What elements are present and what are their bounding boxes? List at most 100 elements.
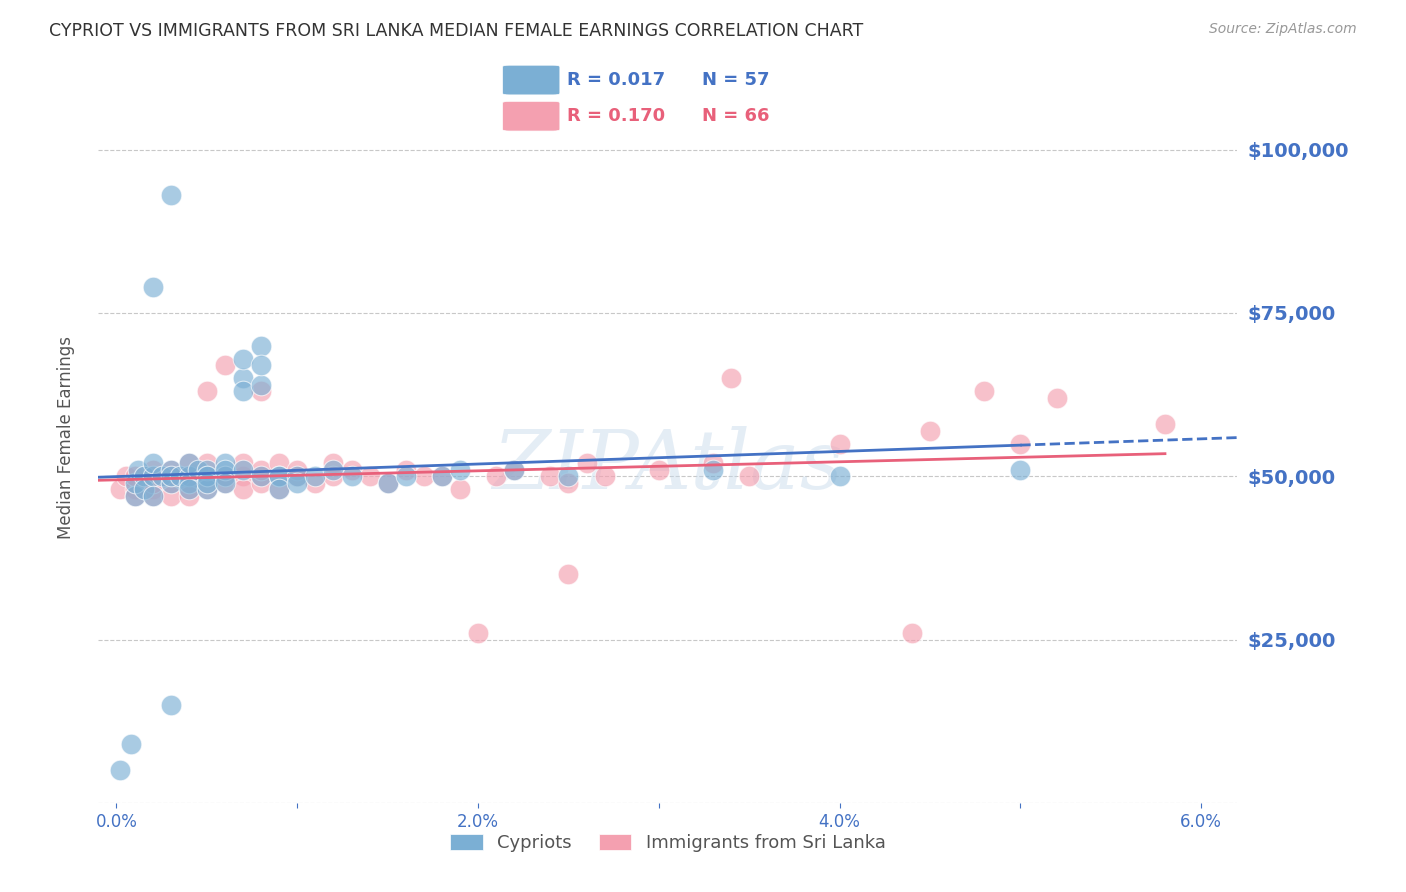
Point	[430, 469, 453, 483]
Point	[901, 626, 924, 640]
Point	[377, 475, 399, 490]
Point	[108, 483, 131, 497]
Point	[359, 469, 381, 483]
Point	[575, 456, 598, 470]
Point	[250, 338, 273, 352]
Point	[214, 469, 236, 483]
Point	[250, 377, 273, 392]
Point	[322, 463, 344, 477]
Point	[169, 469, 191, 483]
Point	[340, 463, 363, 477]
Point	[557, 567, 579, 582]
Point	[159, 469, 181, 483]
Point	[285, 463, 308, 477]
Point	[195, 384, 218, 399]
Point	[142, 475, 165, 490]
Point	[503, 463, 526, 477]
Point	[269, 456, 291, 470]
Point	[159, 698, 181, 712]
Point	[142, 280, 165, 294]
Y-axis label: Median Female Earnings: Median Female Earnings	[56, 335, 75, 539]
Point	[177, 475, 200, 490]
Point	[340, 469, 363, 483]
Point	[593, 469, 616, 483]
Point	[187, 463, 209, 477]
Legend: Cypriots, Immigrants from Sri Lanka: Cypriots, Immigrants from Sri Lanka	[443, 827, 893, 860]
Point	[395, 463, 418, 477]
Text: N = 57: N = 57	[702, 71, 769, 89]
Point	[377, 475, 399, 490]
Point	[177, 483, 200, 497]
Point	[177, 456, 200, 470]
Point	[159, 489, 181, 503]
Point	[269, 469, 291, 483]
Point	[250, 384, 273, 399]
Point	[269, 483, 291, 497]
Point	[973, 384, 995, 399]
Point	[449, 483, 471, 497]
Point	[285, 469, 308, 483]
Point	[159, 188, 181, 202]
Point	[132, 469, 155, 483]
Point	[648, 463, 671, 477]
Point	[195, 483, 218, 497]
Point	[142, 469, 165, 483]
Point	[738, 469, 761, 483]
Point	[918, 424, 941, 438]
Point	[159, 475, 181, 490]
Point	[120, 737, 142, 751]
Point	[1010, 436, 1032, 450]
Point	[449, 463, 471, 477]
Point	[285, 469, 308, 483]
Point	[1154, 417, 1177, 431]
Point	[159, 469, 181, 483]
Point	[430, 469, 453, 483]
Point	[250, 475, 273, 490]
Point	[503, 463, 526, 477]
Point	[177, 483, 200, 497]
Point	[269, 469, 291, 483]
Point	[142, 489, 165, 503]
Point	[177, 456, 200, 470]
Point	[250, 469, 273, 483]
Point	[828, 469, 851, 483]
Text: R = 0.170: R = 0.170	[567, 107, 665, 125]
Point	[108, 763, 131, 777]
Point	[214, 475, 236, 490]
Point	[177, 489, 200, 503]
Point	[322, 469, 344, 483]
Text: N = 66: N = 66	[702, 107, 769, 125]
Point	[142, 463, 165, 477]
Text: Source: ZipAtlas.com: Source: ZipAtlas.com	[1209, 22, 1357, 37]
Point	[304, 469, 326, 483]
Point	[132, 483, 155, 497]
Point	[150, 469, 173, 483]
Point	[142, 489, 165, 503]
Point	[177, 469, 200, 483]
Point	[195, 463, 218, 477]
Point	[214, 358, 236, 372]
Point	[142, 456, 165, 470]
Point	[538, 469, 561, 483]
Point	[557, 475, 579, 490]
Point	[269, 469, 291, 483]
Point	[127, 463, 149, 477]
Point	[124, 483, 146, 497]
Point	[269, 483, 291, 497]
Point	[1045, 391, 1067, 405]
Point	[467, 626, 489, 640]
Point	[250, 463, 273, 477]
Point	[828, 436, 851, 450]
Point	[124, 489, 146, 503]
Text: CYPRIOT VS IMMIGRANTS FROM SRI LANKA MEDIAN FEMALE EARNINGS CORRELATION CHART: CYPRIOT VS IMMIGRANTS FROM SRI LANKA MED…	[49, 22, 863, 40]
Point	[720, 371, 742, 385]
Point	[159, 463, 181, 477]
Point	[159, 475, 181, 490]
Point	[114, 469, 136, 483]
Point	[395, 469, 418, 483]
Point	[702, 463, 724, 477]
Point	[124, 469, 146, 483]
Point	[232, 351, 254, 366]
Point	[214, 469, 236, 483]
Point	[322, 456, 344, 470]
